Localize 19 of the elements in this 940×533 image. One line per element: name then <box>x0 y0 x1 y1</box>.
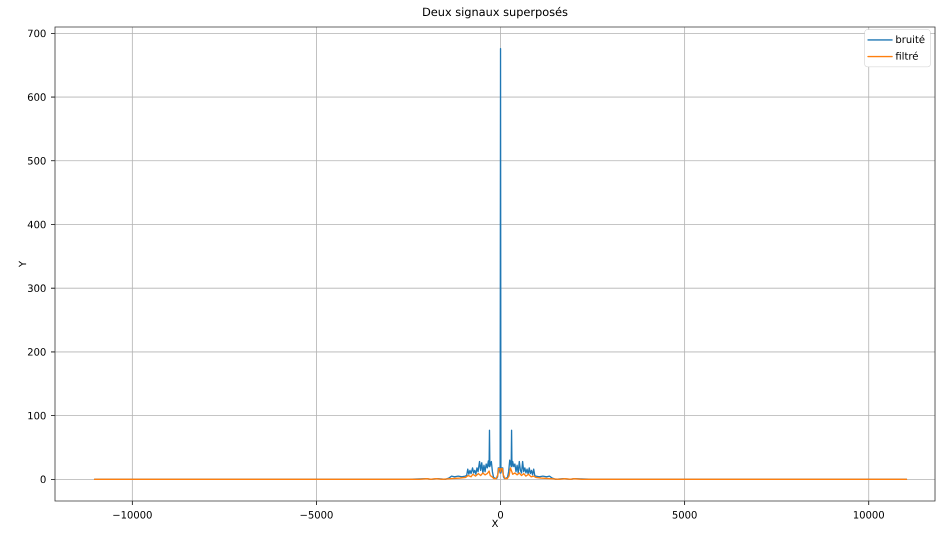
x-axis-title: X <box>492 520 498 527</box>
y-tick-label: 300 <box>28 284 46 292</box>
line-series <box>94 467 908 480</box>
y-tick-label: 600 <box>28 93 46 101</box>
y-tick-label: 400 <box>28 220 46 228</box>
x-tick-label: 5000 <box>672 511 697 519</box>
x-tick-label: −5000 <box>300 511 333 519</box>
chart-title: Deux signaux superposés <box>423 6 568 18</box>
y-axis-title: Y <box>18 260 26 268</box>
x-tick-label: −10000 <box>113 511 152 519</box>
y-tick-label: 0 <box>40 476 46 484</box>
y-tick-label: 200 <box>28 348 46 356</box>
legend-label: bruité <box>896 34 925 44</box>
y-tick-label: 500 <box>28 157 46 165</box>
y-tick-label: 100 <box>28 412 46 420</box>
y-tick-label: 700 <box>28 30 46 38</box>
x-tick-label: 10000 <box>854 511 884 519</box>
legend-label: filtré <box>896 52 918 60</box>
x-tick-label: 0 <box>498 511 504 519</box>
